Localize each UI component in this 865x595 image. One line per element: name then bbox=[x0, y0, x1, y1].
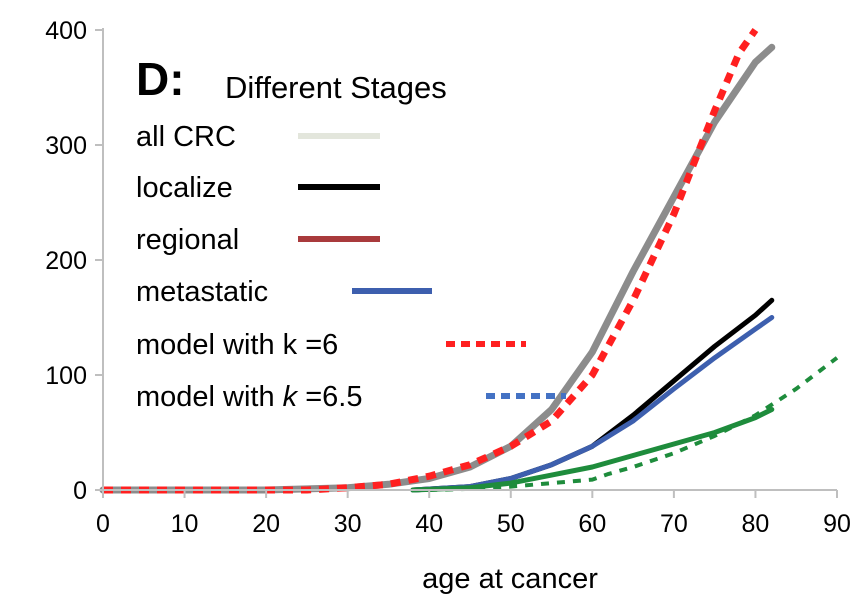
axes: 0 100 200 300 400 0 10 20 30 40 50 60 70 80 90 bbox=[45, 17, 851, 538]
legend-label: localize bbox=[136, 172, 233, 204]
legend-label: model with k =6.5 bbox=[136, 381, 362, 413]
y-tick-label: 0 bbox=[73, 477, 87, 505]
legend-label-part: =6.5 bbox=[297, 381, 362, 413]
legend-label-part: model with bbox=[136, 381, 283, 413]
series-line-unlabeled-5 bbox=[429, 356, 839, 492]
legend-label: model with k =6 bbox=[136, 329, 338, 361]
x-axis-title: age at cancer bbox=[422, 563, 598, 595]
x-tick-label: 80 bbox=[742, 510, 770, 538]
x-tick-label: 70 bbox=[660, 510, 688, 538]
x-tick-label: 60 bbox=[578, 510, 606, 538]
x-tick-label: 40 bbox=[415, 510, 443, 538]
legend: all CRC localize regional metastatic model w… bbox=[136, 121, 566, 413]
x-tick-label: 10 bbox=[171, 510, 199, 538]
y-tick-label: 300 bbox=[45, 132, 87, 160]
legend-label: metastatic bbox=[136, 276, 268, 308]
series-line-metastatic bbox=[410, 315, 775, 493]
x-tick-label: 50 bbox=[497, 510, 525, 538]
series-line-localize bbox=[410, 297, 775, 493]
y-tick-label: 400 bbox=[45, 17, 87, 45]
x-tick-label: 20 bbox=[252, 510, 280, 538]
panel-subtitle: Different Stages bbox=[225, 70, 447, 105]
legend-label: all CRC bbox=[136, 121, 236, 153]
x-tick-label: 0 bbox=[96, 510, 110, 538]
x-tick-label: 90 bbox=[823, 510, 851, 538]
y-tick-label: 200 bbox=[45, 247, 87, 275]
series-line-all-crc bbox=[99, 43, 776, 494]
series-line-unlabeled-4 bbox=[410, 407, 775, 493]
panel-letter: D: bbox=[136, 53, 185, 105]
plot-marks bbox=[99, 27, 839, 494]
x-tick-label: 30 bbox=[334, 510, 362, 538]
y-tick-label: 100 bbox=[45, 362, 87, 390]
legend-label: regional bbox=[136, 224, 239, 256]
legend-label-part: k bbox=[283, 381, 299, 413]
